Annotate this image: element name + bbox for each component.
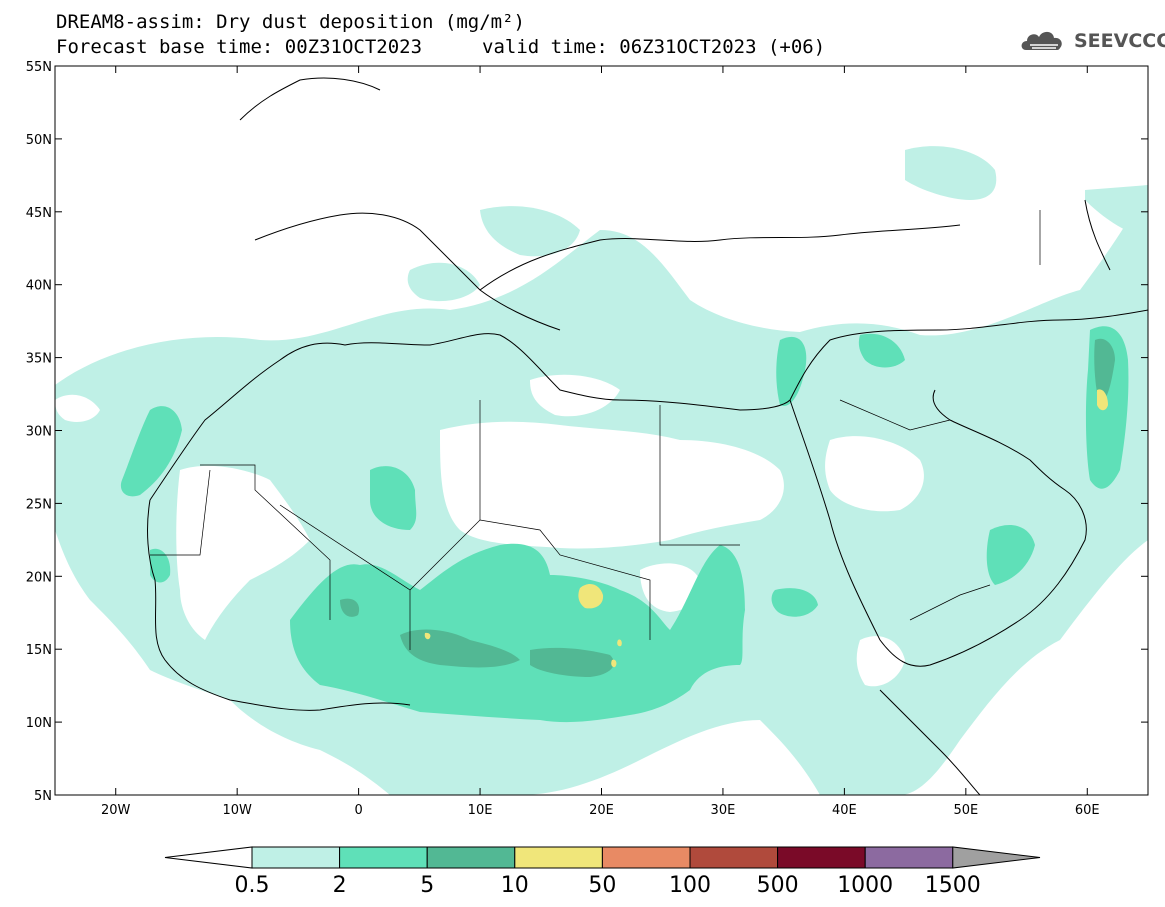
coastlines	[147, 77, 1148, 795]
colorbar-label: 1500	[925, 873, 981, 898]
map-title: DREAM8-assim: Dry dust deposition (mg/m²…	[56, 11, 525, 33]
colorbar-swatch	[339, 846, 428, 869]
lon-tick-label: 50E	[953, 803, 978, 818]
colorbar-swatch	[864, 846, 954, 869]
contour-level-10	[424, 389, 1108, 668]
lat-tick-label: 15N	[26, 643, 52, 658]
lat-tick-label: 50N	[26, 133, 52, 148]
lon-tick-label: 30E	[711, 803, 736, 818]
colorbar-label: 500	[757, 873, 799, 898]
contour-level-5	[340, 338, 1115, 677]
colorbar-under-arrow	[164, 846, 253, 869]
longitude-axis: 20W 10W 0 10E 20E 30E 40E 50E 60E	[101, 66, 1100, 818]
colorbar-swatch	[426, 846, 516, 869]
country-borders	[150, 210, 1041, 650]
colorbar-legend: 0.5 2 5 10 50 100 500 1000 1500	[164, 846, 1041, 898]
colorbar-over-arrow	[952, 846, 1041, 869]
colorbar-swatch	[251, 846, 341, 869]
lon-tick-label: 20E	[589, 803, 614, 818]
lat-tick-label: 45N	[26, 206, 52, 221]
lat-tick-label: 40N	[26, 279, 52, 294]
logo-text: SEEVCCC	[1074, 30, 1165, 52]
lat-tick-label: 25N	[26, 497, 52, 512]
lat-tick-label: 20N	[26, 570, 52, 585]
lon-tick-label: 40E	[832, 803, 857, 818]
lat-tick-label: 35N	[26, 352, 52, 367]
colorbar-label: 1000	[837, 873, 893, 898]
seevccc-logo: SEEVCCC	[1018, 26, 1165, 56]
colorbar-label: 5	[420, 873, 434, 898]
colorbar-label: 0.5	[235, 873, 270, 898]
colorbar-label: 10	[501, 873, 529, 898]
lat-tick-label: 55N	[26, 60, 52, 75]
lat-tick-label: 5N	[34, 789, 52, 804]
lon-tick-label: 0	[354, 803, 362, 818]
colorbar-swatch	[514, 846, 603, 869]
lat-tick-label: 30N	[26, 425, 52, 440]
latitude-axis: 5N 10N 15N 20N 25N 30N 35N 40N 45N 50N 55N	[26, 60, 1148, 804]
cloud-icon	[1021, 31, 1062, 50]
lon-tick-label: 10E	[468, 803, 493, 818]
colorbar-swatch	[601, 846, 691, 869]
lon-tick-label: 60E	[1075, 803, 1100, 818]
colorbar-swatch	[777, 846, 866, 869]
lat-tick-label: 10N	[26, 716, 52, 731]
valid-time: valid time: 06Z31OCT2023 (+06)	[482, 36, 826, 58]
lon-tick-label: 20W	[101, 803, 131, 818]
colorbar-label: 2	[333, 873, 347, 898]
contour-level-2	[120, 326, 1129, 723]
no-deposition-areas	[55, 374, 924, 687]
colorbar-label: 100	[669, 873, 711, 898]
deposition-contours	[55, 66, 1148, 795]
forecast-base-time: Forecast base time: 00Z31OCT2023	[56, 36, 423, 58]
colorbar-label: 50	[588, 873, 616, 898]
lon-tick-label: 10W	[222, 803, 252, 818]
colorbar-swatch	[689, 846, 779, 869]
